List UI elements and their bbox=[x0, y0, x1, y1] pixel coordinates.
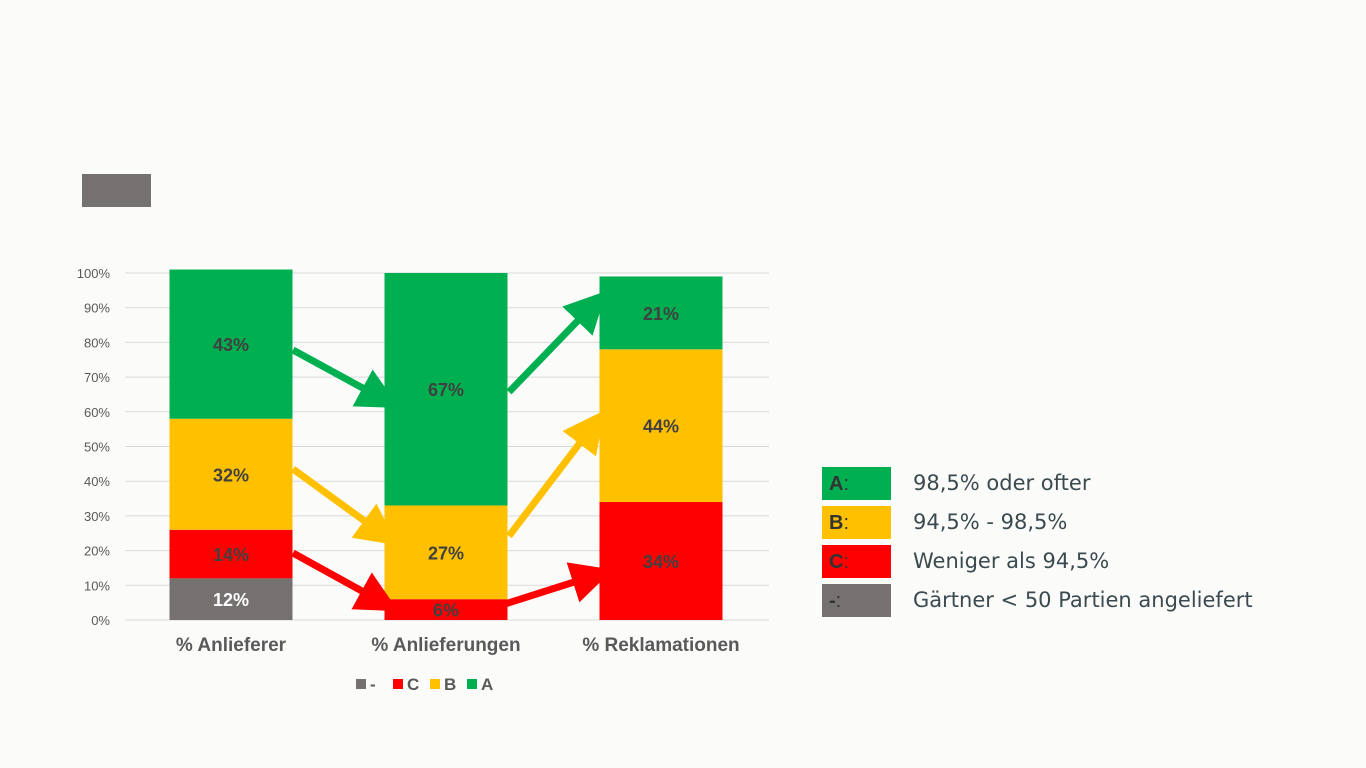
key-swatch: B: bbox=[822, 506, 891, 539]
bar-segment-C bbox=[384, 599, 508, 620]
y-tick-label: 90% bbox=[84, 301, 110, 316]
key-letter: A bbox=[829, 473, 844, 495]
data-label: 14% bbox=[213, 545, 249, 565]
bar-segment-- bbox=[169, 578, 293, 620]
data-label: 6% bbox=[433, 601, 459, 621]
key-description: Gärtner < 50 Partien angeliefert bbox=[913, 588, 1253, 612]
legend-label: C bbox=[407, 675, 419, 694]
title-placeholder-box bbox=[82, 174, 151, 207]
bar-segment-B bbox=[384, 505, 508, 600]
data-label: 34% bbox=[643, 552, 679, 572]
arrow-c-down bbox=[291, 549, 399, 612]
trend-arrows bbox=[290, 290, 614, 616]
bar-segment-B bbox=[169, 418, 293, 530]
key-colon: : bbox=[843, 551, 850, 573]
data-label: 43% bbox=[213, 335, 249, 355]
bar-segment-A bbox=[599, 276, 723, 350]
y-tick-label: 50% bbox=[84, 440, 110, 455]
key-swatch: C: bbox=[822, 545, 891, 578]
bar-segment-A bbox=[169, 269, 293, 419]
arrow-c-up bbox=[478, 562, 614, 616]
data-label: 21% bbox=[643, 304, 679, 324]
y-tick-label: 100% bbox=[77, 266, 111, 281]
key-letter: - bbox=[829, 590, 836, 612]
bar-segment-B bbox=[599, 349, 723, 503]
bar-segment-C bbox=[599, 502, 723, 620]
y-tick-label: 10% bbox=[84, 578, 110, 593]
key-letter: C bbox=[829, 551, 844, 573]
y-tick-label: 0% bbox=[91, 613, 110, 628]
y-tick-label: 70% bbox=[84, 370, 110, 385]
y-tick-label: 30% bbox=[84, 509, 110, 524]
x-category-label: % Anlieferungen bbox=[371, 635, 520, 656]
key-description: 94,5% - 98,5% bbox=[913, 510, 1068, 534]
data-label: 27% bbox=[428, 543, 464, 563]
key-letter: B bbox=[829, 512, 844, 534]
key-row: B: 94,5% - 98,5% bbox=[822, 506, 1277, 540]
legend-label: A bbox=[481, 675, 493, 694]
key-row: A: 98,5% oder ofter bbox=[822, 467, 1277, 501]
bar-segment-A bbox=[384, 273, 508, 506]
key-swatch: -: bbox=[822, 584, 891, 617]
key-description: 98,5% oder ofter bbox=[913, 471, 1091, 495]
legend-swatch bbox=[393, 679, 403, 689]
y-tick-label: 20% bbox=[84, 544, 110, 559]
legend-swatch bbox=[430, 679, 440, 689]
x-category-label: % Reklamationen bbox=[582, 635, 739, 656]
y-tick-label: 40% bbox=[84, 474, 110, 489]
key-colon: : bbox=[835, 590, 842, 612]
legend-label: - bbox=[370, 675, 376, 694]
key-swatch: A: bbox=[822, 467, 891, 500]
arrow-a-up bbox=[506, 290, 607, 395]
arrow-b-down bbox=[290, 466, 398, 546]
arrow-a-down bbox=[291, 346, 400, 409]
bars bbox=[169, 269, 723, 620]
y-tick-label: 60% bbox=[84, 405, 110, 420]
y-axis-ticks: 0% 10% 20% 30% 40% 50% 60% 70% 80% 90% 100% bbox=[77, 266, 111, 628]
bar-segment-C bbox=[169, 529, 293, 579]
y-tick-label: 80% bbox=[84, 335, 110, 350]
key-row: -: Gärtner < 50 Partien angeliefert bbox=[822, 584, 1277, 618]
x-category-label: % Anlieferer bbox=[176, 635, 287, 656]
key-colon: : bbox=[843, 512, 850, 534]
key-colon: : bbox=[843, 473, 850, 495]
key-row: C: Weniger als 94,5% bbox=[822, 545, 1277, 579]
legend-swatch bbox=[467, 679, 477, 689]
data-label: 67% bbox=[428, 380, 464, 400]
data-labels: 12% 14% 32% 43% 6% 27% 67% 34% 44% 21% bbox=[213, 304, 679, 621]
data-label: 32% bbox=[213, 465, 249, 485]
legend-swatch bbox=[356, 679, 366, 689]
arrow-b-up bbox=[506, 410, 605, 539]
legend-label: B bbox=[444, 675, 456, 694]
x-axis-categories: % Anlieferer % Anlieferungen % Reklamation… bbox=[176, 635, 740, 656]
data-label: 44% bbox=[643, 417, 679, 437]
key-description: Weniger als 94,5% bbox=[913, 549, 1110, 573]
data-label: 12% bbox=[213, 590, 249, 610]
